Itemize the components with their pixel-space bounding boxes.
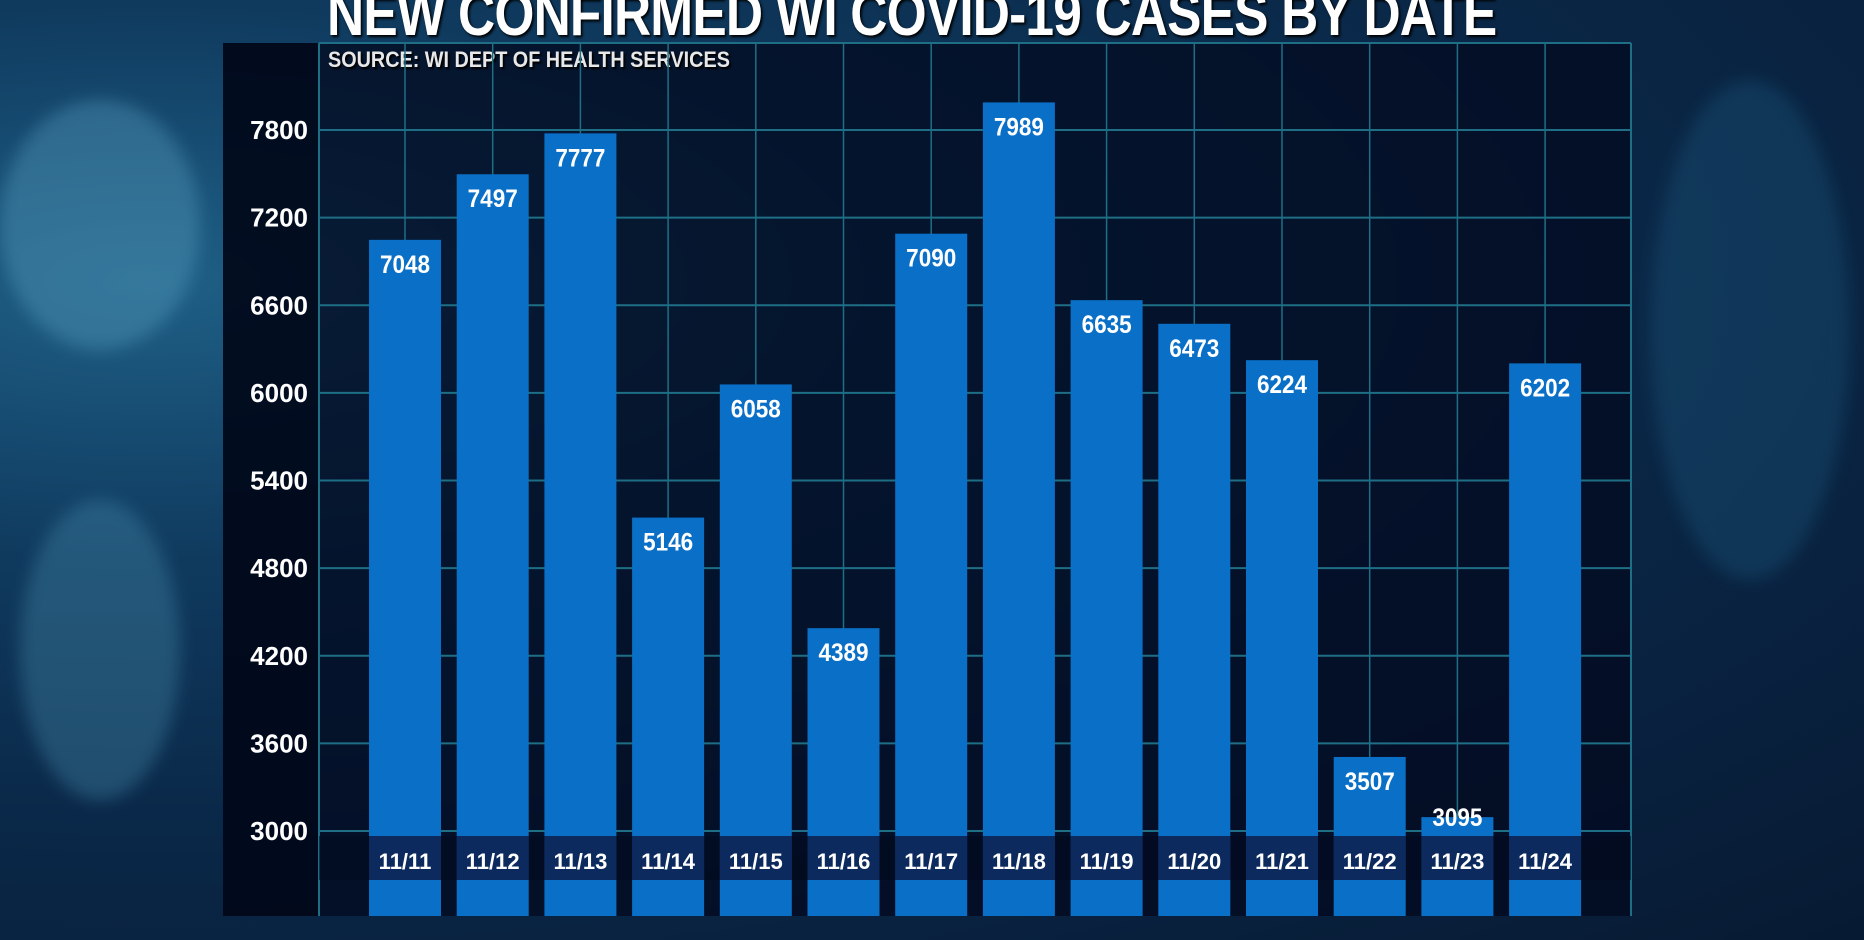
x-tick-label: 11/24 xyxy=(1518,849,1573,874)
x-tick-label: 11/16 xyxy=(817,849,871,874)
bar-value-label: 3507 xyxy=(1345,768,1395,796)
x-label-cell xyxy=(895,836,968,880)
y-tick-label: 7800 xyxy=(250,115,308,145)
bar-value-label: 7989 xyxy=(994,113,1044,141)
x-label-cell xyxy=(1509,836,1582,880)
chart-source: SOURCE: WI DEPT OF HEALTH SERVICES xyxy=(328,47,730,72)
x-label-cell xyxy=(982,836,1055,880)
bar xyxy=(895,233,968,917)
virus-background-decoration xyxy=(1650,80,1850,580)
x-label-cell xyxy=(369,836,441,880)
y-tick-label: 7200 xyxy=(250,203,308,233)
bar-value-label: 3095 xyxy=(1432,804,1482,832)
bar xyxy=(719,384,792,917)
bar-value-label: 5146 xyxy=(643,529,693,557)
x-tick-label: 11/14 xyxy=(641,849,696,874)
x-label-cell xyxy=(456,836,529,880)
y-tick-label: 4800 xyxy=(250,553,308,583)
x-tick-label: 11/22 xyxy=(1343,849,1397,874)
x-label-band xyxy=(319,836,1631,880)
x-tick-label: 11/20 xyxy=(1167,849,1221,874)
x-label-cell xyxy=(544,836,617,880)
y-tick-label: 5400 xyxy=(250,466,308,496)
x-label-cell xyxy=(1333,836,1406,880)
y-tick-label: 3600 xyxy=(250,728,308,758)
bar xyxy=(369,239,441,916)
bar xyxy=(1509,363,1582,916)
virus-background-decoration xyxy=(0,100,200,350)
bar-value-label: 6473 xyxy=(1169,335,1219,363)
y-tick-label: 6600 xyxy=(250,290,308,320)
bar-value-label: 7497 xyxy=(468,185,518,213)
bar-value-label: 7777 xyxy=(555,144,605,172)
bar xyxy=(1246,360,1318,917)
x-tick-label: 11/17 xyxy=(904,849,958,874)
x-label-cell xyxy=(1158,836,1231,880)
x-tick-label: 11/19 xyxy=(1080,849,1134,874)
bar xyxy=(1158,323,1231,916)
bar-value-label: 6058 xyxy=(731,395,781,423)
bar-value-label: 7048 xyxy=(380,251,430,279)
bar xyxy=(456,174,529,917)
y-tick-label: 4200 xyxy=(250,641,308,671)
bar xyxy=(1070,300,1143,916)
bar xyxy=(544,133,617,917)
x-tick-label: 11/21 xyxy=(1255,849,1309,874)
x-label-cell xyxy=(632,836,705,880)
y-tick-label: 3000 xyxy=(250,816,308,846)
x-tick-label: 11/12 xyxy=(466,849,520,874)
bar-value-label: 6202 xyxy=(1520,374,1570,402)
x-tick-label: 11/15 xyxy=(729,849,783,874)
y-axis-column xyxy=(223,43,319,916)
bar-value-label: 6224 xyxy=(1257,371,1308,399)
bar-value-label: 6635 xyxy=(1082,311,1132,339)
virus-background-decoration xyxy=(20,500,180,800)
chart-title: NEW CONFIRMED WI COVID-19 CASES BY DATE xyxy=(327,0,1497,49)
bar xyxy=(982,102,1055,916)
x-label-cell xyxy=(719,836,792,880)
x-label-cell xyxy=(1421,836,1494,880)
x-label-cell xyxy=(1246,836,1318,880)
bar-value-label: 7090 xyxy=(906,245,956,273)
x-tick-label: 11/23 xyxy=(1430,849,1484,874)
x-tick-label: 11/11 xyxy=(379,849,432,874)
x-tick-label: 11/18 xyxy=(992,849,1046,874)
x-label-cell xyxy=(807,836,880,880)
bar-value-label: 4389 xyxy=(818,639,868,667)
y-tick-label: 6000 xyxy=(250,378,308,408)
x-label-cell xyxy=(1070,836,1143,880)
x-tick-label: 11/13 xyxy=(553,849,607,874)
